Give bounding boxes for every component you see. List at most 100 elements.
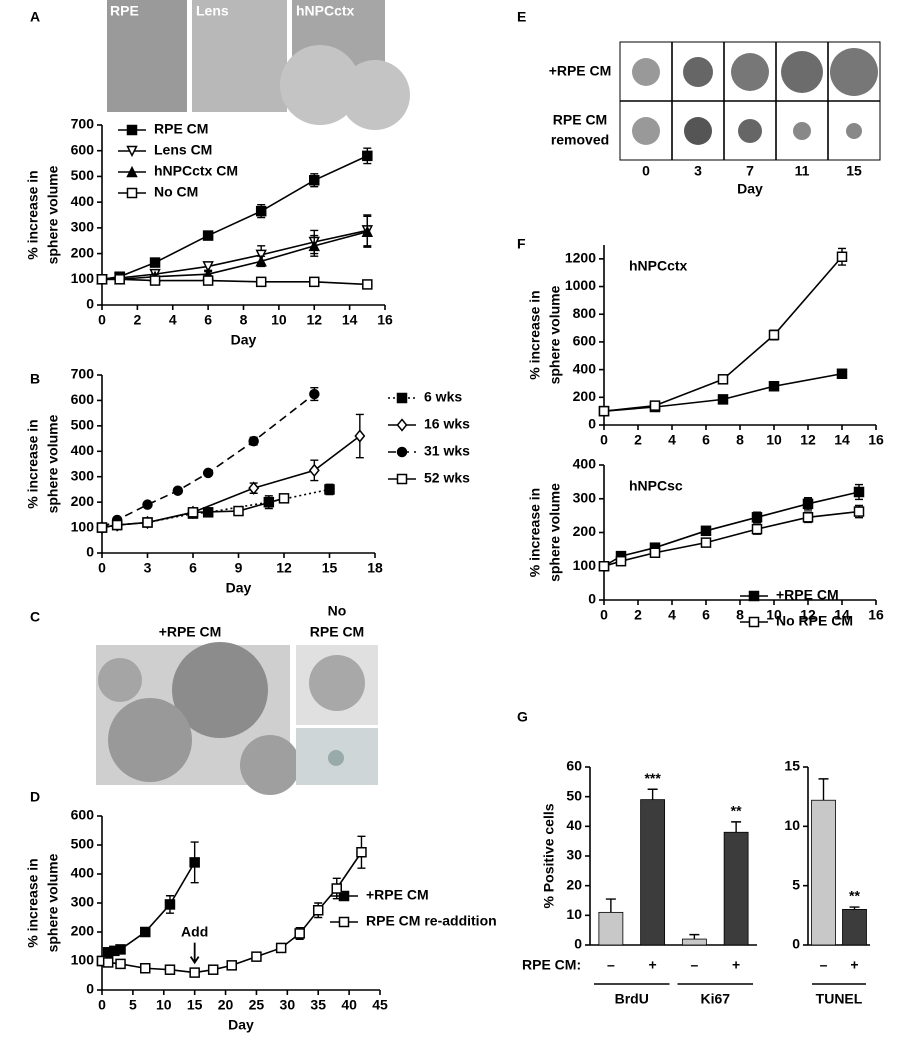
marker: [202, 467, 214, 479]
y-tick-label: 200: [71, 923, 95, 939]
x-tick-label: 30: [280, 997, 296, 1013]
legend-label: +RPE CM: [366, 887, 429, 903]
panel-letter: C: [30, 609, 40, 625]
image-panels: [96, 0, 881, 795]
marker: [164, 964, 176, 975]
marker: [396, 392, 408, 404]
row-label: RPE CM: [553, 112, 607, 128]
series-line: [102, 278, 368, 286]
y-tick-label: 100: [573, 557, 597, 573]
y-tick-label: 40: [566, 817, 582, 833]
x-tick-label: 15: [322, 560, 338, 576]
x-tick-label: +: [732, 957, 740, 973]
y-tick-label: 400: [71, 865, 95, 881]
marker: [768, 380, 780, 392]
x-tick-label: +: [649, 957, 657, 973]
sphere: [738, 119, 762, 143]
bar: [842, 909, 867, 946]
y-tick-label: 400: [573, 360, 597, 376]
y-tick-label: 200: [573, 523, 597, 539]
marker: [354, 429, 366, 443]
x-tick-label: 2: [133, 312, 141, 328]
marker: [836, 368, 848, 380]
x-tick-label: 3: [144, 560, 152, 576]
bar: [640, 799, 666, 946]
y-tick-label: 500: [71, 167, 95, 183]
x-tick-label: 2: [634, 432, 642, 448]
y-tick-label: 0: [588, 591, 596, 607]
marker: [615, 555, 627, 567]
marker: [226, 960, 237, 971]
y-tick-label: 400: [573, 456, 597, 472]
marker: [331, 883, 343, 894]
series-line: [101, 488, 330, 529]
marker: [338, 890, 350, 902]
x-tick-label: –: [690, 957, 698, 973]
x-tick-label: 0: [600, 607, 608, 623]
y-tick-label: 60: [566, 758, 582, 774]
y-tick-label: 600: [71, 391, 95, 407]
marker: [751, 523, 763, 535]
marker: [751, 512, 763, 523]
x-tick-label: 4: [169, 312, 177, 328]
marker: [248, 481, 260, 495]
image-label: No: [328, 603, 347, 619]
marker: [768, 329, 780, 341]
marker: [172, 485, 184, 496]
marker: [251, 951, 262, 962]
marker: [255, 249, 267, 262]
x-tick-label: 5: [129, 997, 137, 1013]
marker: [202, 261, 214, 273]
rpe-image: [107, 0, 187, 112]
row-label: RPE CM:: [522, 957, 581, 973]
sphere: [172, 642, 268, 738]
x-tick-label: 6: [189, 560, 197, 576]
y-tick-label: 0: [86, 981, 94, 997]
y-tick-label: 400: [71, 442, 95, 458]
marker: [338, 916, 350, 928]
sphere: [632, 58, 660, 86]
y-axis-label: % increase in: [25, 858, 41, 948]
x-tick-label: –: [820, 957, 828, 973]
series-line: [603, 510, 860, 568]
y-tick-label: 1000: [565, 277, 596, 293]
significance: ***: [644, 770, 661, 786]
marker: [312, 905, 324, 916]
y-axis-label: sphere volume: [547, 483, 563, 582]
marker: [361, 225, 374, 237]
x-tick-label: 4: [668, 607, 676, 623]
sphere: [632, 117, 660, 145]
y-tick-label: 100: [71, 952, 95, 968]
x-tick-label: 9: [235, 560, 243, 576]
y-axis-label: % increase in: [527, 290, 543, 380]
x-tick-label: 0: [98, 997, 106, 1013]
y-tick-label: 300: [71, 894, 95, 910]
group-label: BrdU: [615, 991, 649, 1007]
y-tick-label: 10: [566, 906, 582, 922]
column-label: 11: [795, 163, 810, 179]
bar: [811, 799, 836, 946]
marker: [126, 124, 138, 136]
marker: [598, 561, 610, 572]
marker: [649, 400, 661, 411]
sphere: [683, 57, 713, 87]
marker: [139, 963, 151, 974]
chart-label: hNPCsc: [629, 478, 683, 494]
y-tick-label: 600: [573, 333, 597, 349]
lens-image: [192, 0, 287, 112]
x-tick-label: 6: [204, 312, 212, 328]
marker: [96, 522, 108, 533]
bar: [723, 831, 749, 946]
panel-letter: A: [30, 9, 40, 25]
sphere: [108, 698, 192, 782]
x-tick-label: 8: [240, 312, 248, 328]
y-tick-label: 15: [784, 758, 800, 774]
sphere: [280, 45, 360, 125]
marker: [362, 150, 373, 162]
error-bar: [647, 788, 658, 800]
marker: [126, 165, 138, 178]
y-tick-label: 500: [71, 417, 95, 433]
marker: [164, 899, 176, 910]
y-tick-label: 300: [71, 467, 95, 483]
